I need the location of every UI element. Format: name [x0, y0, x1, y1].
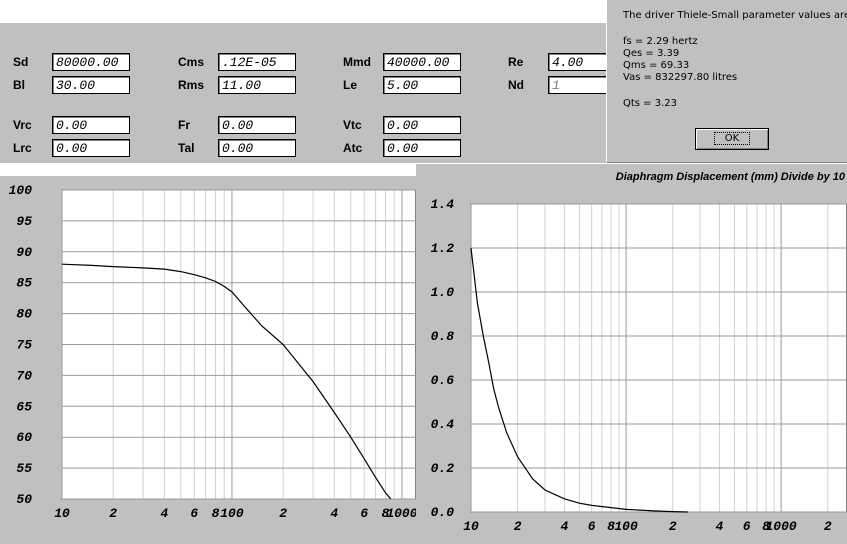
y-tick-label: 0.6 — [431, 373, 455, 388]
y-tick-label: 90 — [16, 245, 32, 260]
displacement-chart: 1.41.21.00.80.60.40.20.010 2 4 6 8 100 2 4 6 8100… — [431, 171, 847, 534]
param-label-lrc: Lrc — [13, 141, 32, 155]
x-tick-label: 2 — [669, 519, 677, 534]
param-label-cms: Cms — [178, 55, 205, 69]
x-tick-label: 4 — [560, 519, 568, 534]
y-tick-label: 55 — [16, 461, 32, 476]
x-tick-label: 8 — [762, 519, 770, 534]
y-tick-label: 60 — [16, 430, 32, 445]
displacement-chart-panel: 1.4 1.2 1.0 0.8 0.6 0.4 0.2 0.0 10 2 4 6 8 100 2 4 6 8 100… — [416, 164, 847, 544]
x-tick-label: 4 — [330, 506, 338, 521]
param-field-mmd[interactable]: 40000.00 — [383, 53, 461, 71]
x-tick-label: 100 — [614, 519, 638, 534]
vas-value: Vas = 832297.80 litres — [623, 72, 738, 83]
parameter-panel: Sd 80000.00 Cms .12E-05 Mmd 40000.00 Re 4.00 Bl 3… — [0, 23, 626, 163]
series-line — [470, 247, 688, 513]
param-label-tal: Tal — [178, 141, 195, 155]
y-tick-label: 80 — [16, 307, 32, 322]
x-tick-label: 2 — [514, 519, 522, 534]
chart-title: Diaphragm Displacement (mm) Divide by 10 — [616, 171, 846, 183]
param-field-cms[interactable]: .12E-05 — [218, 53, 296, 71]
param-field-fr[interactable]: 0.00 — [218, 116, 296, 134]
x-tick-label: 6 — [360, 506, 368, 521]
x-tick-label: 8 — [382, 506, 390, 521]
param-label-le: Le — [343, 78, 358, 92]
param-label-atc: Atc — [343, 141, 363, 155]
param-field-lrc[interactable]: 0.00 — [52, 139, 130, 157]
fs-value: fs = 2.29 hertz — [623, 36, 698, 47]
param-field-sd[interactable]: 80000.00 — [52, 53, 130, 71]
y-tick-label: 1.0 — [431, 285, 455, 300]
x-tick-label: 10 — [463, 519, 479, 534]
spl-chart-panel: 100 95 90 85 80 75 70 65 60 55 50 10 2 4 6 8 100 2 4 6 8 1000 — [0, 176, 416, 544]
plot-area — [470, 203, 847, 513]
param-label-vrc: Vrc — [13, 118, 32, 132]
param-field-atc[interactable]: 0.00 — [383, 139, 461, 157]
y-tick-label: 70 — [16, 368, 32, 383]
param-label-rms: Rms — [178, 78, 205, 92]
param-field-le[interactable]: 5.00 — [383, 76, 461, 94]
param-label-fr: Fr — [178, 118, 190, 132]
x-tick-label: 4 — [716, 519, 724, 534]
series-line — [61, 263, 392, 500]
x-tick-label: 6 — [190, 506, 198, 521]
y-tick-label: 50 — [16, 492, 32, 507]
param-field-vtc[interactable]: 0.00 — [383, 116, 461, 134]
param-label-sd: Sd — [13, 55, 29, 69]
x-tick-label: 8 — [212, 506, 220, 521]
x-tick-label: 2 — [279, 506, 287, 521]
y-tick-label: 0.2 — [431, 461, 455, 476]
y-tick-label: 1.2 — [431, 241, 455, 256]
x-tick-label: 100 — [220, 506, 244, 521]
y-tick-label: 1.4 — [431, 197, 455, 212]
x-tick-label: 6 — [743, 519, 751, 534]
x-tick-label: 1000 — [766, 519, 797, 534]
qes-value: Qes = 3.39 — [623, 48, 680, 59]
param-field-vrc[interactable]: 0.00 — [52, 116, 130, 134]
y-tick-label: 75 — [16, 338, 32, 353]
x-tick-label: 2 — [109, 506, 117, 521]
dialog-heading: The driver Thiele-Small parameter values… — [623, 10, 847, 21]
y-tick-label: 95 — [16, 214, 32, 229]
x-tick-label: 10 — [54, 506, 70, 521]
param-field-rms[interactable]: 11.00 — [218, 76, 296, 94]
y-tick-label: 100 — [9, 183, 33, 198]
x-tick-label: 4 — [160, 506, 168, 521]
x-tick-label: 8 — [607, 519, 615, 534]
param-label-mmd: Mmd — [343, 55, 371, 69]
y-tick-label: 0.8 — [431, 329, 455, 344]
thiele-small-dialog: The driver Thiele-Small parameter values… — [606, 0, 847, 163]
y-tick-label: 65 — [16, 399, 32, 414]
param-field-bl[interactable]: 30.00 — [52, 76, 130, 94]
qms-value: Qms = 69.33 — [623, 60, 690, 71]
param-label-bl: Bl — [13, 78, 25, 92]
y-tick-label: 85 — [16, 276, 32, 291]
param-label-re: Re — [508, 55, 524, 69]
ok-label: OK — [713, 132, 751, 145]
x-tick-label: 6 — [588, 519, 596, 534]
qts-value: Qts = 3.23 — [623, 98, 678, 109]
x-tick-label: 1000 — [386, 506, 416, 521]
param-label-vtc: Vtc — [343, 118, 362, 132]
ok-button[interactable]: OK — [695, 128, 769, 150]
y-tick-label: 0.0 — [431, 505, 455, 520]
param-label-nd: Nd — [508, 78, 524, 92]
y-tick-label: 0.4 — [431, 417, 455, 432]
param-field-tal[interactable]: 0.00 — [218, 139, 296, 157]
x-tick-label: 2 — [824, 519, 832, 534]
